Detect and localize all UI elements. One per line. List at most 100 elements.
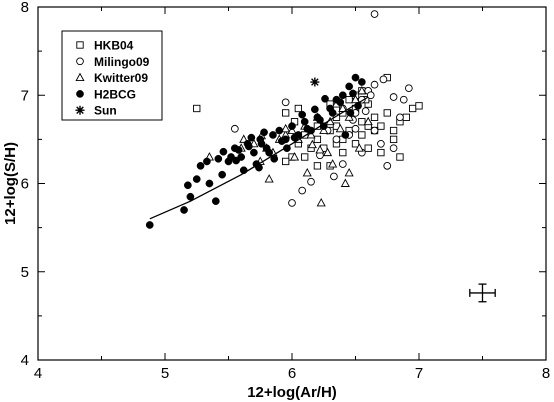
data-point <box>350 94 361 104</box>
x-tick-label: 5 <box>161 365 169 382</box>
data-point <box>277 137 286 145</box>
x-tick-label: 7 <box>415 365 423 382</box>
data-point <box>370 10 379 18</box>
data-point <box>301 153 309 161</box>
data-point <box>383 109 391 117</box>
data-point <box>409 104 417 113</box>
data-point <box>389 93 398 101</box>
data-point <box>357 85 367 95</box>
data-point <box>345 96 353 104</box>
data-point <box>344 167 354 177</box>
fit-line <box>149 96 369 220</box>
data-point <box>316 197 326 207</box>
data-point <box>264 174 274 183</box>
data-point <box>211 197 220 205</box>
data-point <box>257 139 266 148</box>
legend-label: H2BCG <box>94 87 136 101</box>
data-point <box>349 89 357 98</box>
data-point <box>321 94 329 103</box>
legend: HKB04 Milingo09 Kwitter09 H2BCG Sun <box>61 30 163 121</box>
data-point <box>379 75 388 84</box>
data-point <box>315 145 325 154</box>
data-point <box>294 104 302 113</box>
data-point <box>389 126 398 135</box>
legend-marker <box>76 57 84 66</box>
tick-labels: 4 5 6 7 8 4 5 6 7 8 <box>21 0 551 382</box>
data-point <box>218 170 226 179</box>
data-point <box>377 148 385 157</box>
data-point <box>192 175 201 183</box>
data-point <box>399 95 408 104</box>
data-point <box>338 103 348 112</box>
data-point <box>307 139 317 149</box>
data-point <box>338 160 347 168</box>
data-point <box>298 110 307 119</box>
data-point <box>250 148 258 157</box>
data-point <box>186 192 195 201</box>
data-point <box>184 181 192 190</box>
x-tick-label: 8 <box>542 365 550 382</box>
data-point <box>377 139 385 148</box>
data-point <box>338 91 347 100</box>
data-point <box>358 131 366 139</box>
data-point <box>307 177 315 186</box>
x-axis-label: 12+log(Ar/H) <box>247 384 337 401</box>
data-point <box>282 109 290 117</box>
legend-label: Sun <box>94 104 117 118</box>
data-point <box>203 157 211 166</box>
data-point <box>244 142 253 151</box>
legend-label: HKB04 <box>94 39 134 53</box>
data-point <box>358 118 366 126</box>
y-tick-label: 7 <box>21 87 29 104</box>
data-point <box>288 122 296 130</box>
data-point <box>351 140 360 148</box>
data-point <box>415 102 423 110</box>
data-point <box>313 135 322 144</box>
data-point <box>341 131 350 139</box>
data-point <box>234 146 243 154</box>
y-tick-label: 4 <box>21 352 29 369</box>
data-point <box>351 73 360 82</box>
data-point <box>281 123 291 133</box>
data-point <box>351 124 360 133</box>
y-tick-label: 5 <box>21 264 29 281</box>
data-point <box>269 131 277 139</box>
data-point <box>364 144 372 152</box>
series-milingo09 <box>231 10 413 207</box>
data-point <box>323 147 333 157</box>
data-point <box>363 116 373 126</box>
legend-item: Sun <box>75 104 117 118</box>
data-point <box>219 147 228 156</box>
data-point <box>344 112 354 121</box>
data-point <box>396 113 404 122</box>
data-point <box>145 221 154 229</box>
legend-item: Kwitter09 <box>75 71 148 85</box>
data-point <box>247 133 256 142</box>
legend-label: Milingo09 <box>94 55 150 69</box>
data-point <box>232 156 240 165</box>
data-point <box>282 157 290 166</box>
data-markers <box>145 10 423 229</box>
plot-area <box>37 6 547 361</box>
legend-marker <box>76 41 84 49</box>
data-point <box>370 126 379 135</box>
data-point <box>298 186 307 195</box>
data-point <box>345 82 353 91</box>
data-point <box>332 135 341 144</box>
data-point <box>313 162 322 170</box>
data-point <box>370 113 379 121</box>
legend-label: Kwitter09 <box>94 71 148 85</box>
data-point <box>332 113 341 121</box>
data-point <box>310 77 320 87</box>
data-point <box>214 154 223 163</box>
series-sun <box>310 77 320 87</box>
data-point <box>289 152 300 161</box>
data-point <box>316 116 324 124</box>
data-point <box>328 109 337 117</box>
axis-ticks <box>37 6 547 361</box>
data-point <box>370 80 379 89</box>
legend-item: H2BCG <box>76 87 136 101</box>
data-point <box>354 143 364 152</box>
legend-marker <box>75 72 85 82</box>
